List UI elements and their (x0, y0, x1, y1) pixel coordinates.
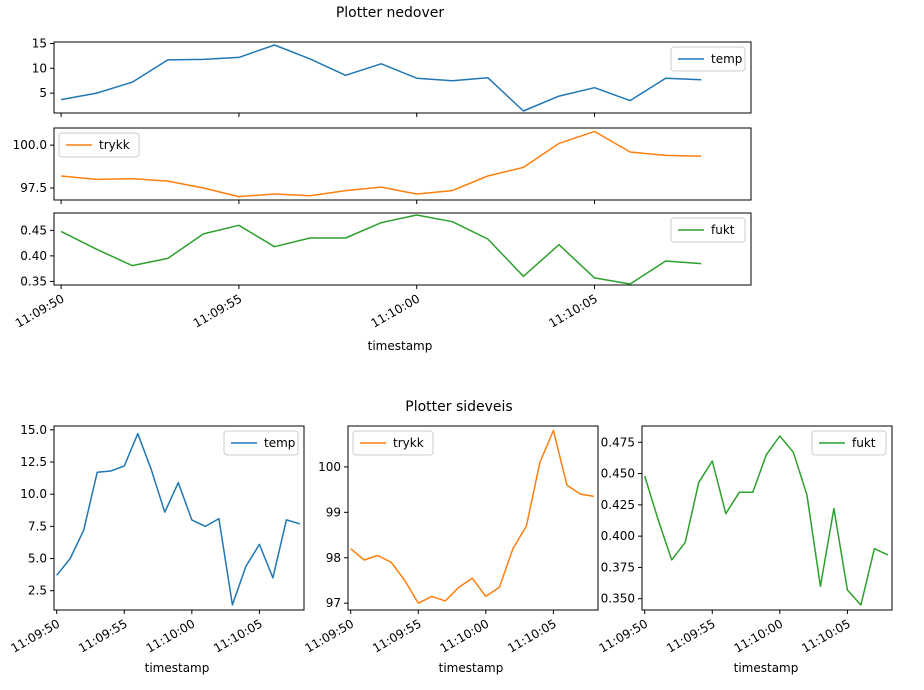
top-figure-title: Plotter nedover (336, 5, 445, 21)
chart1-fukt-xtick-label: 11:10:00 (732, 616, 786, 655)
chart0-trykk-legend-label: trykk (99, 138, 130, 152)
chart0-trykk-series-line (61, 130, 702, 198)
chart1-trykk-ytick-label: 99 (326, 505, 341, 519)
chart1-trykk-legend-box (352, 430, 434, 456)
chart1-temp-series-line (56, 432, 301, 606)
chart1-temp-ytick-label: 2.5 (28, 584, 47, 598)
chart1-trykk-axes-frame (347, 425, 599, 611)
chart1-trykk-xtick-label: 11:10:05 (505, 616, 559, 655)
chart0-fukt-ytick-label: 0.35 (20, 274, 47, 288)
chart1-fukt-legend-box (811, 430, 887, 456)
chart1-temp-ytick-label: 10.0 (20, 487, 47, 501)
chart0-temp-ytick-label: 15 (32, 36, 47, 50)
chart1-temp-xtick-label: 11:10:00 (144, 616, 198, 655)
chart1-temp-ytick-label: 7.5 (28, 519, 47, 533)
chart1-fukt-ytick-label: 0.425 (601, 498, 635, 512)
chart0-fukt-legend: fukt (670, 217, 746, 243)
chart0-fukt-xtick-label: 11:10:05 (546, 291, 600, 330)
chart1-trykk-xtick-label: 11:09:50 (303, 616, 357, 655)
chart1-fukt-ytick-label: 0.475 (601, 435, 635, 449)
chart1-trykk-ytick-label: 97 (326, 596, 341, 610)
chart0-temp-ytick-label: 5 (39, 86, 47, 100)
chart1-fukt-series-line (643, 435, 889, 606)
chart0-fukt-xtick-label: 11:09:55 (191, 291, 245, 330)
chart0-fukt-ytick-label: 0.40 (20, 249, 47, 263)
chart1-temp-legend-label: temp (264, 436, 295, 450)
chart0-temp-axes-frame (53, 41, 752, 114)
chart1-trykk-legend-label: trykk (393, 436, 424, 450)
chart1-fukt-xlabel: timestamp (734, 661, 799, 675)
chart0-trykk-legend: trykk (58, 132, 140, 158)
chart0-temp-legend: temp (670, 46, 746, 72)
chart0-fukt-axes-frame (53, 212, 752, 286)
chart1-temp-xtick-label: 11:09:55 (76, 616, 130, 655)
chart1-trykk-xtick-label: 11:10:00 (438, 616, 492, 655)
chart0-trykk-legend-box (58, 132, 140, 158)
chart1-fukt-legend: fukt (811, 430, 887, 456)
chart0-temp-ytick-label: 10 (32, 61, 47, 75)
chart0-trykk-axes-frame (53, 127, 752, 201)
chart0-xlabel: timestamp (368, 339, 433, 353)
chart1-temp-xtick-label: 11:09:50 (9, 616, 63, 655)
chart1-temp-ytick-label: 15.0 (20, 423, 47, 437)
chart0-fukt-ytick-label: 0.45 (20, 223, 47, 237)
chart1-trykk-xtick-label: 11:09:55 (370, 616, 424, 655)
chart1-fukt-legend-label: fukt (852, 436, 876, 450)
chart0-fukt-xtick-label: 11:09:50 (13, 291, 67, 330)
chart0-fukt-legend-box (670, 217, 746, 243)
chart1-trykk-ytick-label: 98 (326, 551, 341, 565)
chart1-fukt-axes-frame (641, 425, 893, 611)
chart1-fukt-ytick-label: 0.400 (601, 529, 635, 543)
chart0-fukt-series-line (60, 214, 702, 285)
chart1-fukt-ytick-label: 0.375 (601, 560, 635, 574)
chart0-trykk-ytick-label: 97.5 (20, 181, 47, 195)
chart1-trykk-xlabel: timestamp (439, 661, 504, 675)
chart1-fukt-xtick-label: 11:09:50 (597, 616, 651, 655)
chart0-temp-legend-box (670, 46, 746, 72)
chart1-temp-ytick-label: 12.5 (20, 455, 47, 469)
chart1-temp-legend: temp (223, 430, 299, 456)
chart1-temp-legend-box (223, 430, 299, 456)
chart1-temp-xtick-label: 11:10:05 (211, 616, 265, 655)
plots-layer: 5 10 15 temp 97.5 100.0 trykk 0.35 0.40 0.45 11:09… (9, 36, 893, 675)
chart1-temp-ytick-label: 5.0 (28, 552, 47, 566)
chart0-temp-legend-label: temp (711, 52, 742, 66)
chart1-fukt-ytick-label: 0.450 (601, 467, 635, 481)
chart0-temp-series-line (60, 44, 702, 112)
bottom-figure-title: Plotter sideveis (405, 399, 512, 415)
chart1-temp-axes-frame (53, 425, 305, 611)
chart0-trykk-ytick-label: 100.0 (13, 138, 47, 152)
chart0-fukt-legend-label: fukt (711, 223, 735, 237)
chart1-fukt-xtick-label: 11:09:55 (664, 616, 718, 655)
chart1-fukt-ytick-label: 0.350 (601, 592, 635, 606)
chart1-trykk-ytick-label: 100 (318, 460, 341, 474)
chart1-fukt-xtick-label: 11:10:05 (799, 616, 853, 655)
chart1-trykk-legend: trykk (352, 430, 434, 456)
chart0-fukt-xtick-label: 11:10:00 (369, 291, 423, 330)
chart1-temp-xlabel: timestamp (145, 661, 210, 675)
chart1-trykk-series-line (350, 429, 595, 604)
